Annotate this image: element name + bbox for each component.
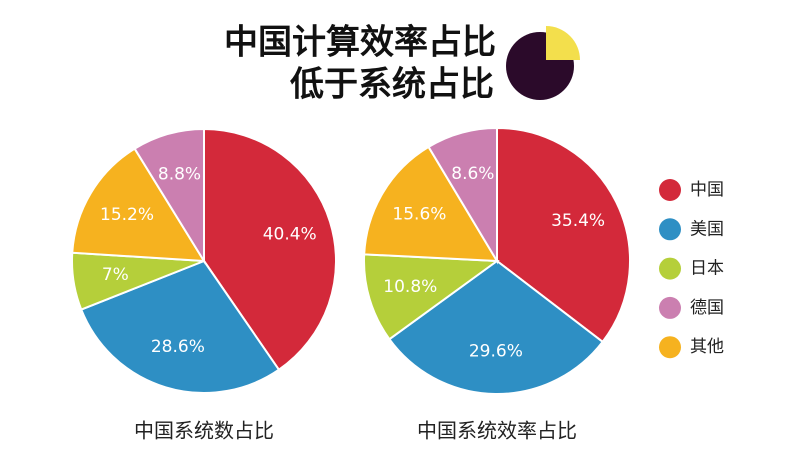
value-label: 28.6% [151, 337, 205, 357]
legend-swatch [659, 179, 681, 201]
legend-swatch [659, 296, 681, 319]
pie-slice [71, 147, 206, 263]
title-icon [506, 26, 580, 100]
value-label: 7% [102, 265, 129, 285]
pie-slice [363, 253, 500, 341]
legend-label: 德国 [690, 298, 724, 318]
value-label: 15.2% [100, 205, 154, 225]
legend-swatch [659, 218, 681, 241]
legend-label: 中国 [690, 180, 724, 200]
pie-slice [79, 259, 281, 394]
legend-label: 美国 [690, 219, 724, 239]
value-label: 8.8% [158, 165, 201, 185]
pie-slice [203, 127, 337, 372]
pie-slice [363, 145, 499, 263]
value-label: 29.6% [469, 341, 523, 361]
pie-slice [388, 259, 605, 395]
title-line: 中国计算效率占比 [224, 23, 496, 63]
value-label: 40.4% [263, 224, 317, 244]
value-label: 8.6% [451, 164, 494, 184]
value-label: 15.6% [392, 204, 446, 224]
value-label: 35.4% [551, 211, 605, 231]
pie-slice [427, 126, 498, 265]
value-label: 10.8% [383, 277, 437, 297]
legend-swatch [659, 257, 681, 280]
legend-label: 日本 [690, 259, 724, 279]
legend-swatch [659, 336, 681, 359]
chart-caption: 中国系统效率占比 [417, 419, 577, 443]
title-line: 低于系统占比 [290, 65, 494, 105]
chart-caption: 中国系统数占比 [134, 419, 274, 443]
pie-slice [133, 127, 205, 265]
legend-label: 其他 [690, 337, 724, 357]
pie-slice [496, 126, 631, 344]
